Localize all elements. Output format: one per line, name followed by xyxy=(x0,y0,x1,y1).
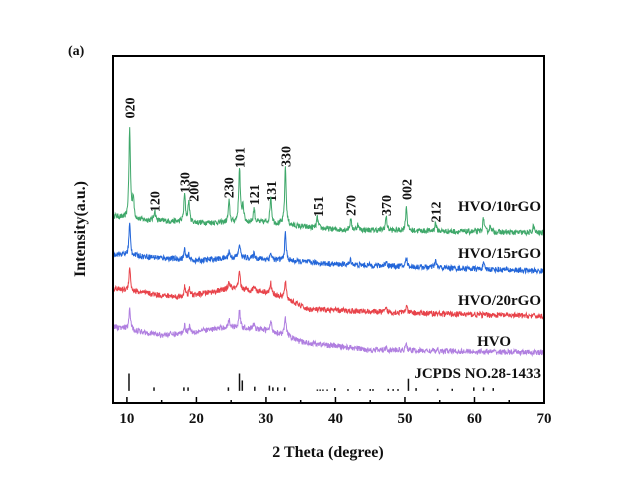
x-tick-label: 40 xyxy=(328,411,343,427)
x-axis-label: 2 Theta (degree) xyxy=(272,444,383,461)
peak-label-002: 002 xyxy=(400,179,415,200)
series-line-hvo xyxy=(112,307,545,358)
series-line-hvo-10rgo xyxy=(112,127,545,237)
series-line-hvo-15rgo xyxy=(112,222,545,275)
peak-label-130: 130 xyxy=(179,172,194,193)
series-line-hvo-20rgo xyxy=(112,267,545,320)
x-tick-label: 70 xyxy=(537,411,552,427)
peak-label-020: 020 xyxy=(124,97,139,118)
peak-label-270: 270 xyxy=(345,195,360,216)
peak-label-230: 230 xyxy=(222,177,237,198)
legend-label-hvo-20rgo: HVO/20rGO xyxy=(458,293,541,309)
peak-label-131: 131 xyxy=(265,181,280,202)
x-tick-label: 20 xyxy=(189,411,204,427)
peak-label-101: 101 xyxy=(234,147,249,168)
reference-label: JCPDS NO.28-1433 xyxy=(414,366,541,382)
plot-frame xyxy=(112,55,545,404)
peak-label-200: 200 xyxy=(188,181,203,202)
peak-label-212: 212 xyxy=(430,202,445,223)
x-tick-label: 50 xyxy=(397,411,412,427)
x-tick-label: 60 xyxy=(467,411,482,427)
peak-label-151: 151 xyxy=(312,196,327,217)
x-tick-label: 10 xyxy=(119,411,134,427)
panel-label: (a) xyxy=(68,44,85,59)
x-tick-label: 30 xyxy=(258,411,273,427)
peak-label-370: 370 xyxy=(380,195,395,216)
peak-label-121: 121 xyxy=(248,184,263,205)
peak-label-120: 120 xyxy=(149,191,164,212)
legend-label-hvo-15rgo: HVO/15rGO xyxy=(458,246,541,262)
legend-label-hvo: HVO xyxy=(477,334,511,350)
y-axis-label: Intensity(a.u.) xyxy=(72,181,89,277)
peak-label-330: 330 xyxy=(279,146,294,167)
legend-label-hvo-10rgo: HVO/10rGO xyxy=(458,199,541,215)
